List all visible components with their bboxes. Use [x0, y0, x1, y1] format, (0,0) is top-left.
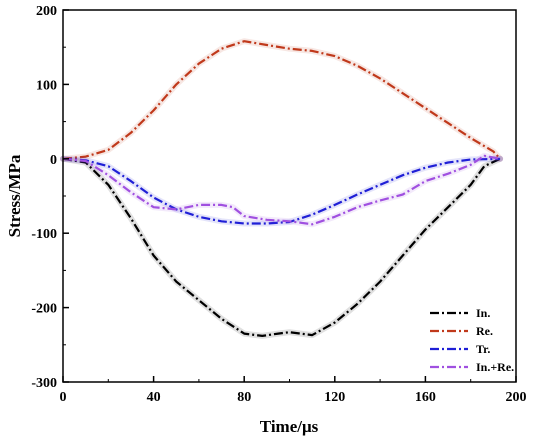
series-line-in	[62, 157, 501, 337]
series-line-in-re	[62, 154, 501, 226]
y-axis-title: Stress/MPa	[5, 154, 24, 237]
ticks-layer: 0 40 80 120 160 200 -300 -200 -100 0 100 200	[31, 4, 526, 405]
y-tick-label: 200	[36, 4, 57, 19]
x-tick-label: 80	[237, 390, 251, 405]
series-line-re	[62, 40, 501, 160]
x-tick-label: 0	[60, 390, 67, 405]
y-tick-label: 100	[36, 78, 57, 93]
legend-label-in-re: In.+Re.	[476, 360, 514, 374]
legend-label-re: Re.	[476, 324, 493, 338]
y-tick-label: -300	[31, 376, 57, 391]
y-tick-label: -200	[31, 302, 57, 317]
y-tick-label: 0	[50, 153, 57, 168]
series-layer	[60, 38, 504, 339]
series-halo-tr	[60, 155, 504, 227]
x-tick-label: 40	[147, 390, 161, 405]
legend-label-in: In.	[476, 306, 490, 320]
series-halo-re	[60, 38, 504, 162]
legend: In. Re. Tr. In.+Re.	[430, 306, 514, 374]
x-tick-label: 160	[415, 390, 436, 405]
y-tick-label: -100	[31, 227, 57, 242]
series-halo-in	[60, 155, 504, 339]
x-tick-label: 200	[506, 390, 527, 405]
x-tick-label: 120	[324, 390, 345, 405]
plot-frame	[62, 9, 517, 383]
legend-label-tr: Tr.	[476, 342, 490, 356]
x-axis-title: Time/μs	[260, 417, 319, 436]
